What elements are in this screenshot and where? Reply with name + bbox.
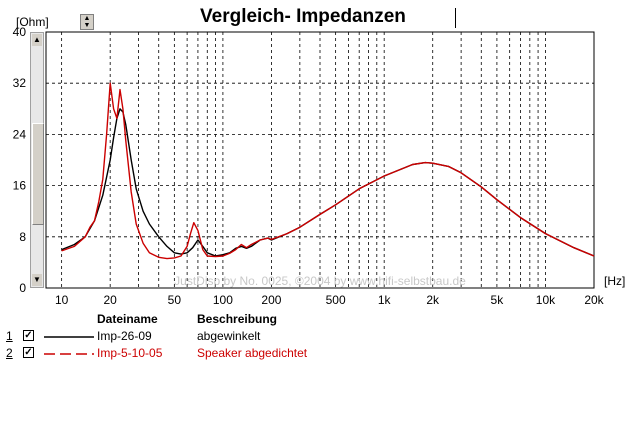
legend-file-name: Imp-5-10-05 (97, 346, 163, 360)
x-tick-label: 1k (378, 293, 392, 307)
x-tick-label: 2k (426, 293, 440, 307)
scroll-down-icon[interactable]: ▼ (32, 274, 42, 286)
x-tick-label: 5k (491, 293, 505, 307)
y-tick-label: 16 (13, 179, 27, 193)
legend-description: abgewinkelt (197, 329, 261, 343)
y-tick-label: 32 (13, 76, 27, 90)
legend-header-name: Dateiname (97, 312, 158, 326)
x-tick-label: 20k (584, 293, 604, 307)
spin-down-icon[interactable]: ▼ (83, 22, 91, 29)
x-tick-label: 20 (103, 293, 117, 307)
legend-file-name: Imp-26-09 (97, 329, 152, 343)
checkbox-row-1[interactable]: ✓ (23, 330, 34, 341)
y-unit-label: [Ohm] (16, 15, 78, 29)
scale-spinner[interactable]: ▲ ▼ (80, 14, 94, 30)
checkbox-row-2[interactable]: ✓ (23, 347, 34, 358)
legend-row-2: 2 ✓ Imp-5-10-05 Speaker abgedichtet (6, 346, 406, 360)
y-tick-label: 40 (13, 25, 27, 39)
y-unit-text: [Ohm] (16, 15, 49, 29)
x-tick-labels: 10 20 50 100 200 500 1k 2k 5k 10k 20k (55, 293, 605, 307)
legend-line-icon (44, 336, 94, 338)
y-tick-labels: 0 8 16 24 32 40 (13, 25, 27, 295)
series-group (61, 82, 595, 260)
text-caret (455, 8, 456, 28)
legend-index: 1 (6, 329, 13, 343)
chart-title[interactable]: Vergleich- Impedanzen (200, 6, 406, 27)
y-tick-label: 8 (19, 230, 26, 244)
y-tick-label: 24 (13, 127, 27, 141)
y-tick-label: 0 (19, 281, 26, 295)
vertical-scrollbar[interactable]: ▲ ▼ (30, 32, 44, 288)
legend-row-1: 1 ✓ Imp-26-09 abgewinkelt (6, 329, 406, 343)
spin-up-icon[interactable]: ▲ (83, 15, 91, 22)
x-tick-label: 50 (168, 293, 182, 307)
legend-description: Speaker abgedichtet (197, 346, 308, 360)
scroll-up-icon[interactable]: ▲ (32, 34, 42, 46)
x-tick-label: 500 (326, 293, 346, 307)
scroll-thumb[interactable] (32, 123, 44, 225)
watermark: JustDisp by No. 0025, ©2004 by www.hifi-… (174, 274, 466, 288)
x-tick-label: 10k (536, 293, 556, 307)
legend-header-desc: Beschreibung (197, 312, 278, 326)
legend-line-icon (44, 353, 94, 355)
series-line-2 (61, 82, 595, 260)
x-tick-label: 200 (261, 293, 281, 307)
x-unit-label: [Hz] (604, 274, 625, 288)
x-tick-label: 10 (55, 293, 69, 307)
legend-index: 2 (6, 346, 13, 360)
x-tick-label: 100 (213, 293, 233, 307)
